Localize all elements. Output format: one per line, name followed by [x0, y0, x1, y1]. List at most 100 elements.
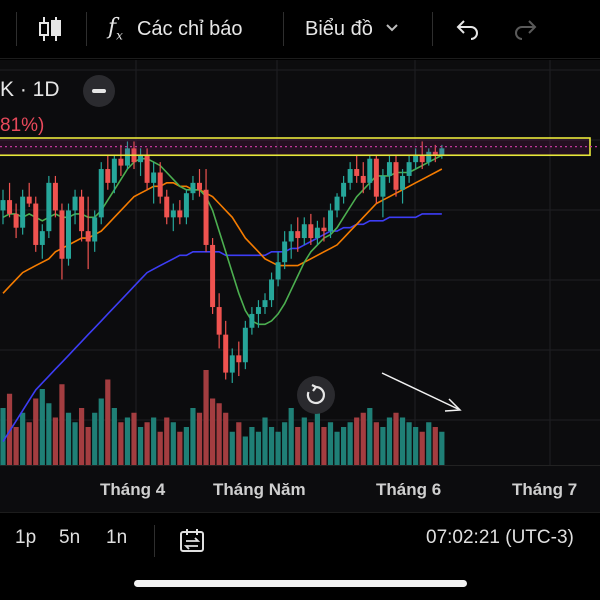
timeframe-1p[interactable]: 1p — [15, 527, 37, 548]
volume-bar — [236, 422, 242, 465]
volume-bar — [92, 412, 98, 465]
candle-body — [439, 148, 445, 156]
candle-body — [33, 203, 39, 245]
volume-bar — [426, 422, 432, 465]
timeframe-5n[interactable]: 5n — [59, 527, 81, 548]
timeframe-1n[interactable]: 1n — [106, 527, 128, 548]
candle-body — [138, 155, 144, 163]
volume-bar — [0, 408, 6, 465]
candle-body — [66, 210, 71, 259]
volume-bar — [367, 408, 373, 465]
candle-body — [328, 210, 333, 232]
candle-body — [183, 193, 189, 218]
ma-short-line — [2, 154, 443, 326]
candle-body — [406, 162, 412, 176]
volume-bar — [79, 408, 85, 465]
candle-body — [301, 224, 307, 239]
time-axis-label: Tháng 4 — [100, 480, 166, 499]
candle-body — [0, 200, 6, 211]
date-range-icon[interactable] — [178, 528, 206, 559]
resistance-zone — [0, 137, 600, 157]
chart-type-label: Biểu đồ — [305, 17, 373, 40]
price-chart[interactable] — [0, 60, 600, 465]
candle-body — [380, 175, 386, 197]
candle-body — [229, 355, 235, 373]
toolbar-separator — [16, 12, 17, 46]
volume-bar — [26, 422, 32, 465]
candle-body — [262, 300, 268, 308]
volume-bar — [131, 412, 137, 465]
candle-body — [367, 158, 373, 183]
candle-body — [373, 158, 379, 197]
candle-body — [386, 162, 392, 176]
volume-bar — [33, 398, 39, 465]
chart-canvas[interactable] — [0, 60, 600, 465]
reset-icon — [306, 384, 325, 405]
candle-body — [26, 196, 32, 204]
volume-bar — [216, 403, 222, 465]
volume-bar — [373, 422, 379, 465]
candle-body — [72, 196, 78, 211]
undo-icon[interactable] — [455, 12, 481, 46]
symbol-label[interactable]: K · 1D — [0, 78, 60, 101]
volume-bar — [432, 427, 438, 465]
candle-body — [288, 231, 294, 242]
volume-bar — [347, 422, 353, 465]
volume-bar — [406, 422, 412, 465]
volume-bar — [65, 412, 72, 465]
candle-body — [295, 231, 301, 239]
candle-body — [197, 182, 202, 190]
ma-long-line — [2, 213, 442, 443]
home-indicator-area — [0, 568, 600, 600]
candle-body — [249, 313, 255, 328]
volume-bar — [210, 398, 216, 465]
volume-bar — [268, 427, 275, 465]
candle-body — [111, 158, 117, 183]
candle-body — [223, 334, 229, 373]
collapse-legend-button[interactable] — [83, 75, 115, 107]
volume-bar — [308, 422, 314, 465]
candle-body — [79, 196, 85, 232]
volume-bar — [59, 384, 65, 465]
time-axis[interactable]: Tháng 4 Tháng Năm Tháng 6 Tháng 7 — [0, 465, 600, 513]
volume-bar — [314, 412, 320, 465]
candle-body — [426, 151, 432, 163]
candle-body — [334, 196, 340, 211]
volume-bar — [439, 431, 445, 465]
volume-bar — [249, 427, 255, 465]
clock-timezone[interactable]: 07:02:21 (UTC-3) — [426, 527, 574, 548]
candle-body — [164, 196, 170, 218]
volume-bar — [288, 408, 294, 465]
chart-type-button[interactable]: Biểu đồ — [305, 12, 399, 46]
arrow-annotation — [381, 372, 462, 412]
candles-icon[interactable] — [36, 12, 64, 46]
candle-body — [177, 210, 183, 218]
indicators-button[interactable]: fx Các chỉ báo — [108, 12, 243, 46]
volume-bars — [0, 370, 445, 465]
volume-bar — [341, 427, 347, 465]
volume-bar — [190, 408, 196, 465]
volume-bar — [105, 379, 111, 465]
candle-body — [255, 307, 261, 314]
time-axis-label: Tháng Năm — [213, 480, 306, 499]
candle-body — [203, 189, 209, 245]
candles — [0, 141, 445, 383]
volume-bar — [223, 412, 229, 465]
reset-chart-button[interactable] — [297, 376, 335, 414]
volume-bar — [144, 422, 150, 465]
candle-body — [118, 158, 124, 166]
candle-body — [393, 162, 399, 190]
candle-body — [282, 241, 288, 263]
candle-body — [354, 169, 360, 176]
moving-averages — [2, 154, 443, 443]
candle-body — [190, 182, 196, 194]
home-indicator[interactable] — [134, 580, 467, 587]
candle-body — [157, 172, 163, 197]
time-axis-label: Tháng 7 — [512, 480, 578, 499]
volume-bar — [354, 417, 360, 465]
volume-bar — [255, 431, 262, 465]
volume-bar — [419, 431, 425, 465]
redo-icon[interactable] — [512, 12, 538, 46]
candle-body — [52, 182, 58, 211]
volume-bar — [386, 417, 393, 465]
